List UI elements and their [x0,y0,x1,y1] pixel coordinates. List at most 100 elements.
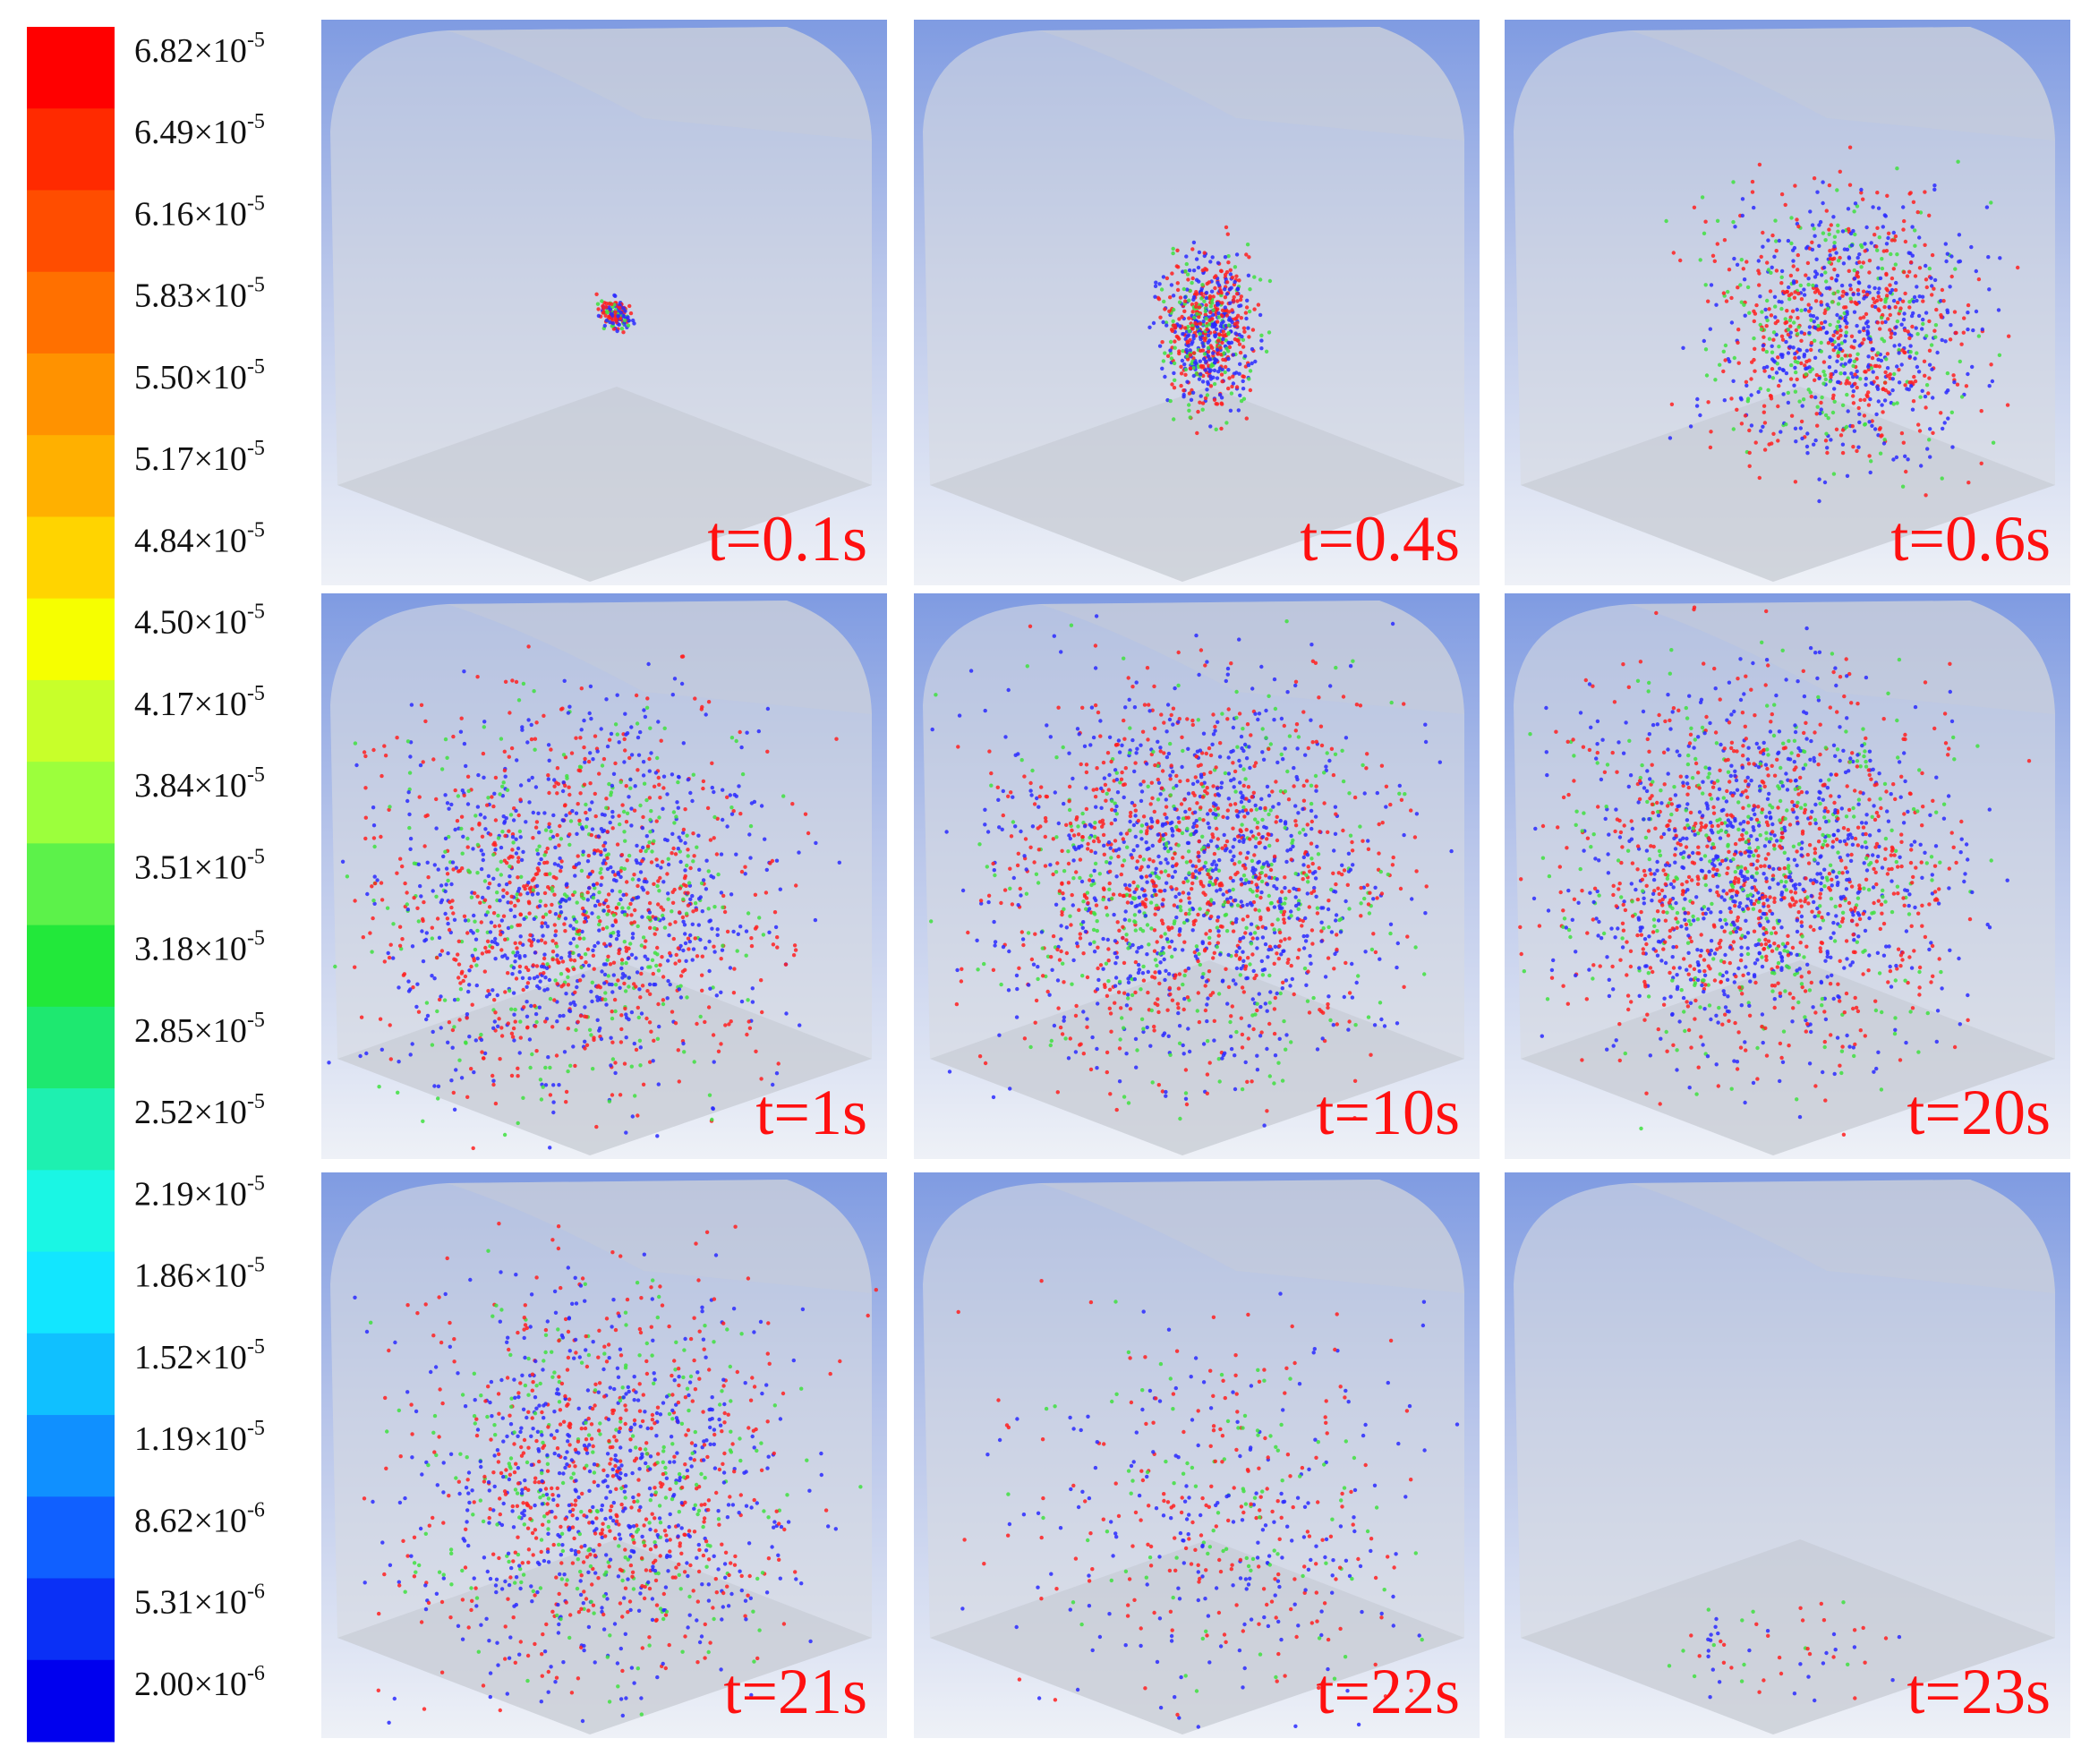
particle [719,990,723,994]
particle [617,322,621,327]
particle [682,1050,687,1054]
particle [1223,771,1228,776]
particle [1245,722,1250,727]
particle [1194,633,1199,638]
particle [425,860,430,865]
particle [1399,797,1404,802]
particle [666,862,671,867]
particle [513,941,517,945]
particle [1265,837,1269,841]
particle [1289,857,1293,862]
particle [1093,821,1097,825]
particle [532,876,536,881]
particle [1827,260,1831,265]
colorbar-label: 4.84×10-5 [134,518,265,559]
particle [1241,959,1246,963]
particle [597,771,601,776]
particle [514,953,518,958]
particle [533,1003,537,1009]
particle [529,737,534,742]
particle [1816,323,1821,328]
particle [538,1078,543,1082]
particle [624,960,628,966]
particle [635,721,640,726]
particle [1199,296,1204,301]
particle [1772,294,1778,299]
particle [707,968,712,974]
particle [1907,336,1912,341]
particle [1184,254,1189,259]
particle [1350,839,1354,845]
particle [1164,857,1168,862]
particle [567,792,572,797]
particle [542,853,547,857]
particle [610,924,615,928]
label-exponent: -5 [247,518,265,541]
particle [1916,313,1922,319]
particle [1847,354,1853,358]
particle [416,1010,422,1014]
particle [740,771,746,777]
particle [1256,303,1261,307]
particle [636,883,640,889]
particle [422,844,427,848]
particle [474,983,479,988]
particle [641,760,646,764]
particle [545,962,550,967]
particle [420,929,424,933]
panel: t=10s [914,593,1480,1159]
particle [1886,235,1890,241]
label-base: 4.50×10 [134,603,247,641]
particle [519,857,525,863]
particle [1107,1006,1112,1010]
particle [1239,316,1243,320]
particle [1178,905,1182,909]
particle [1891,267,1896,271]
particle [516,950,520,955]
particle [1879,315,1884,320]
particle [550,957,555,962]
particle [688,790,693,796]
particle [571,950,576,955]
particle [1908,260,1914,265]
particle [385,906,390,910]
particle [576,854,580,858]
particle [1344,899,1348,904]
particle [1204,932,1208,936]
particle [1204,324,1209,328]
particle [1949,274,1954,279]
particle [1366,1015,1371,1019]
particle [1182,973,1187,978]
particle [1869,241,1873,245]
particle [1246,326,1250,330]
particle [1765,260,1770,265]
particle [1949,254,1954,259]
particle [1067,799,1071,804]
particle [1395,1021,1400,1026]
particle [1739,258,1744,262]
particle [1835,325,1839,329]
particle [1823,413,1829,418]
particle [1160,340,1164,345]
particle [1202,299,1207,303]
particle [1238,393,1242,397]
particle [517,941,523,945]
particle [659,738,663,743]
particle [659,905,663,909]
particle [1277,930,1283,935]
particle [1876,206,1881,210]
particle [496,1024,500,1028]
tunnel-body [330,27,872,582]
particle [1354,980,1359,985]
particle [1244,305,1250,310]
particle [1197,871,1202,875]
particle [1830,300,1835,304]
particle [1842,247,1847,251]
particle [466,989,471,994]
particle [1210,345,1215,350]
particle [1068,836,1072,841]
particle [1703,347,1709,352]
particle [1412,835,1418,839]
particle [681,882,687,887]
particle [599,1036,604,1042]
